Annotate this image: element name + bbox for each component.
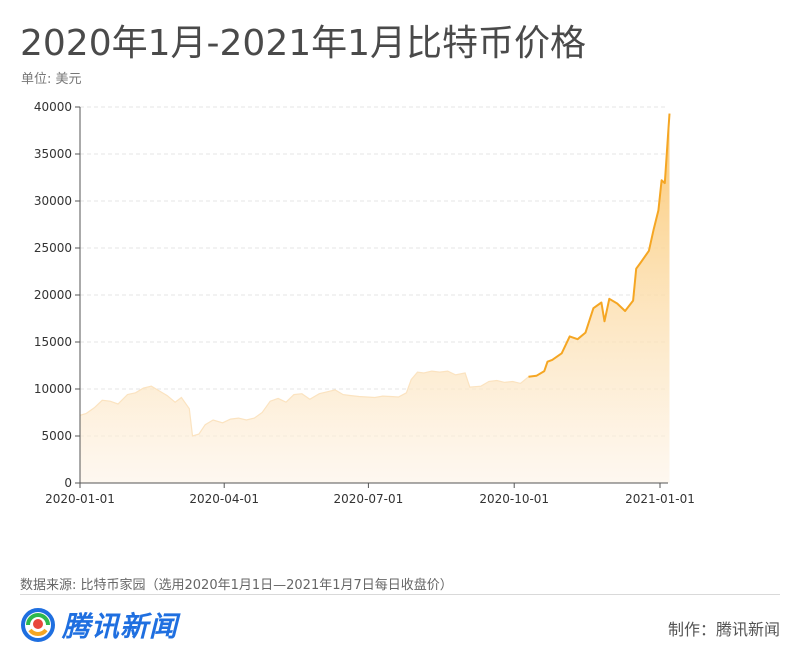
tencent-news-logo: 腾讯新闻 (20, 605, 178, 645)
tencent-news-logo-icon (21, 608, 55, 642)
unit-label: 单位: 美元 (21, 72, 82, 87)
x-tick-label: 2020-10-01 (479, 492, 549, 506)
y-tick-label: 10000 (34, 382, 72, 396)
credit-label: 制作：腾讯新闻 (667, 620, 780, 639)
chart-title: 2020年1月-2021年1月比特币价格 (20, 23, 587, 64)
y-tick-label: 35000 (34, 147, 72, 161)
y-tick-label: 20000 (34, 288, 72, 302)
price-chart: 0 5000 10000 15000 20000 25000 30000 35000 40000… (34, 100, 695, 506)
y-tick-label: 25000 (34, 241, 72, 255)
price-area (80, 113, 670, 483)
y-tick-label: 40000 (34, 100, 72, 114)
x-tick-label: 2020-04-01 (189, 492, 259, 506)
logo-text: 腾讯新闻 (62, 610, 179, 643)
y-tick-label: 0 (64, 476, 72, 490)
y-tick-label: 15000 (34, 335, 72, 349)
x-tick-label: 2020-01-01 (45, 492, 115, 506)
y-tick-label: 30000 (34, 194, 72, 208)
y-tick-label: 5000 (41, 429, 72, 443)
footer-divider (20, 594, 780, 595)
data-source: 数据来源: 比特币家园（选用2020年1月1日—2021年1月7日每日收盘价） (20, 578, 453, 593)
x-tick-label: 2021-01-01 (625, 492, 695, 506)
price-line-rally (528, 113, 671, 378)
x-tick-label: 2020-07-01 (334, 492, 404, 506)
